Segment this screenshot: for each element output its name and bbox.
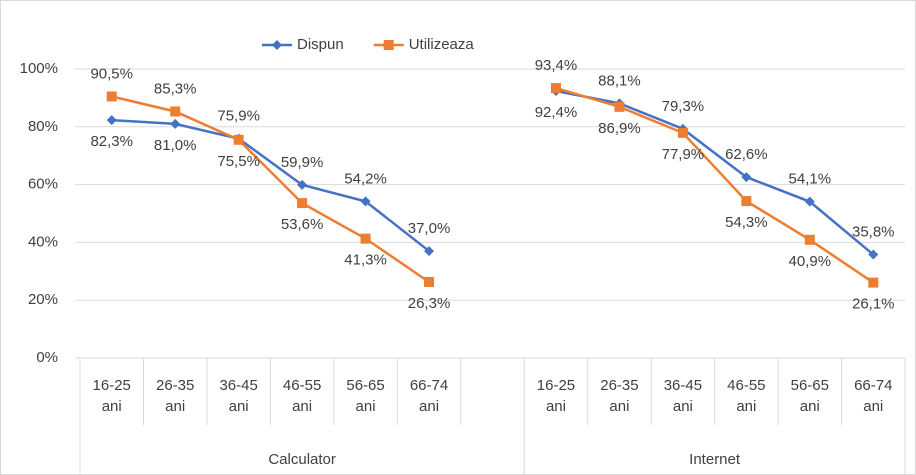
data-label: 35,8%	[852, 224, 895, 241]
point	[424, 246, 435, 257]
point	[804, 196, 815, 207]
data-label: 82,3%	[90, 133, 133, 150]
data-label: 75,9%	[217, 108, 260, 125]
point	[614, 101, 625, 112]
point	[297, 198, 308, 209]
x-tick-label: 36-45 ani	[663, 377, 703, 415]
data-label: 37,0%	[408, 220, 451, 237]
x-tick-label: 16-25 ani	[92, 377, 131, 415]
y-tick-label: 80%	[28, 118, 58, 135]
x-tick-label: 26-35 ani	[600, 377, 639, 415]
data-label: 77,9%	[662, 146, 705, 163]
legend-label: Dispun	[297, 36, 344, 53]
data-label: 93,4%	[535, 57, 578, 74]
point	[804, 234, 815, 245]
data-label: 26,1%	[852, 296, 895, 313]
data-label: 85,3%	[154, 80, 197, 97]
x-tick-label: 56-65 ani	[790, 377, 829, 415]
point	[170, 118, 181, 129]
data-label: 40,9%	[789, 253, 832, 270]
group-label: Internet	[689, 451, 741, 468]
group-label: Calculator	[268, 451, 336, 468]
point	[106, 115, 117, 126]
series-line	[555, 89, 875, 256]
y-tick-label: 40%	[28, 233, 58, 250]
x-tick-label: 46-55 ani	[282, 377, 322, 415]
x-tick-label: 56-65 ani	[346, 377, 385, 415]
data-label: 81,0%	[154, 137, 197, 154]
point	[868, 277, 879, 288]
point	[741, 172, 752, 183]
x-tick-label: 46-55 ani	[727, 377, 766, 415]
x-tick-label: 66-74 ani	[409, 377, 449, 415]
y-tick-label: 60%	[28, 176, 58, 193]
point	[424, 276, 435, 287]
point	[170, 106, 181, 117]
point	[741, 196, 752, 207]
data-label: 86,9%	[598, 120, 641, 137]
point	[297, 179, 308, 190]
y-tick-label: 0%	[36, 349, 58, 366]
series-line	[111, 118, 430, 253]
x-tick-label: 26-35 ani	[156, 377, 195, 415]
data-label: 92,4%	[535, 104, 578, 121]
series-line	[555, 86, 874, 284]
point	[360, 196, 371, 207]
data-label: 54,2%	[344, 170, 387, 187]
data-label: 59,9%	[281, 154, 324, 171]
series-line	[111, 95, 430, 284]
data-label: 53,6%	[281, 216, 324, 233]
data-label: 79,3%	[662, 98, 705, 115]
point	[550, 83, 561, 94]
data-label: 88,1%	[598, 72, 641, 89]
data-label: 62,6%	[725, 146, 768, 163]
point	[677, 127, 688, 138]
y-tick-label: 20%	[28, 291, 58, 308]
data-label: 54,3%	[725, 214, 768, 231]
point	[106, 91, 117, 102]
legend-marker	[272, 40, 282, 50]
x-tick-label: 66-74 ani	[854, 377, 893, 415]
point	[868, 249, 879, 260]
data-label: 41,3%	[344, 252, 387, 269]
data-label: 26,3%	[408, 295, 451, 312]
data-label: 54,1%	[789, 171, 832, 188]
point	[360, 233, 371, 244]
data-label: 75,5%	[217, 153, 260, 170]
x-tick-label: 16-25 ani	[536, 377, 576, 415]
legend-marker	[383, 40, 394, 50]
x-tick-label: 36-45 ani	[219, 377, 258, 415]
legend-label: Utilizeaza	[409, 36, 475, 53]
y-tick-label: 100%	[20, 60, 58, 77]
data-label: 90,5%	[90, 65, 133, 82]
point	[233, 134, 244, 145]
